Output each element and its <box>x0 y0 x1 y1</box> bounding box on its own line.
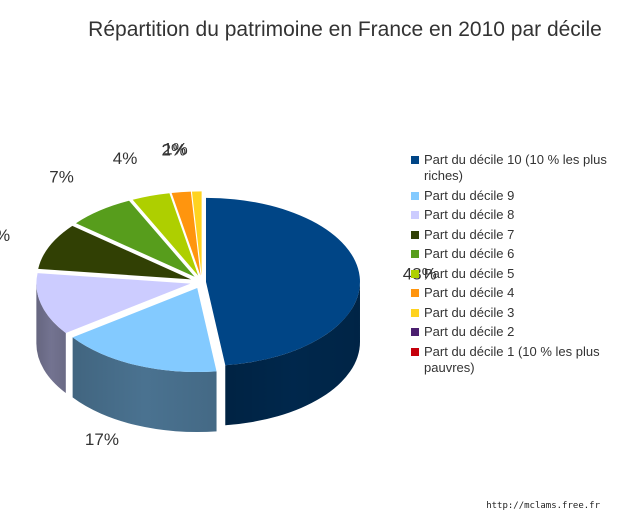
legend-item-4: Part du décile 7 <box>411 227 616 243</box>
pie-slice-label-8: 1% <box>163 139 188 158</box>
pie-tops <box>36 191 360 373</box>
legend-swatch-6 <box>411 269 419 278</box>
pie-slice-label-4: 9% <box>0 226 10 245</box>
legend-label-8: Part du décile 3 <box>424 304 515 320</box>
legend-swatch-3 <box>411 211 419 219</box>
pie-slice-side-shade-1 <box>225 281 360 426</box>
legend-label-9: Part du décile 2 <box>424 324 515 339</box>
pie-sides <box>36 281 360 433</box>
legend-label-3: Part du décile 8 <box>424 207 515 222</box>
pie-slice-3 <box>36 273 191 334</box>
legend-swatch-9 <box>411 328 419 336</box>
legend-swatch-5 <box>411 250 419 258</box>
legend-label-4: Part du décile 7 <box>424 226 515 242</box>
legend-label-2: Part du décile 9 <box>424 187 515 203</box>
legend-label-10: Part du décile 1 (10 % les plus pauvres) <box>424 343 600 375</box>
legend-swatch-2 <box>411 191 419 200</box>
legend-label-7: Part du décile 4 <box>424 285 515 300</box>
legend-swatch-10 <box>411 347 419 356</box>
chart-title: Répartition du patrimoine en France en 2… <box>88 18 602 41</box>
pie-slice-label-5: 7% <box>49 167 74 186</box>
pie-slice-side-shade-2 <box>72 337 217 433</box>
credit-url: http://mclams.free.fr <box>486 501 600 511</box>
legend-label-6: Part du décile 5 <box>424 265 515 281</box>
pie-slice-label-1: 48% <box>403 265 437 284</box>
pie-slice-label-6: 4% <box>113 149 138 168</box>
legend-swatch-8 <box>411 308 419 317</box>
legend-item-3: Part du décile 8 <box>411 207 616 223</box>
legend-swatch-7 <box>411 289 419 297</box>
pie-slice-side-shade-3 <box>36 283 66 394</box>
pie-slice-label-7: 2% <box>162 140 187 159</box>
pie-slice-1 <box>205 197 360 366</box>
legend-item-2: Part du décile 9 <box>411 188 616 204</box>
pie-slice-label-2: 17% <box>85 430 119 449</box>
pie-labels: 48%17%12%9%7%4%2%1% <box>0 139 437 449</box>
legend-item-7: Part du décile 4 <box>411 285 616 301</box>
legend-item-5: Part du décile 6 <box>411 246 616 262</box>
pie-slice-2 <box>72 288 217 373</box>
legend-swatch-1 <box>411 156 419 164</box>
legend-swatch-4 <box>411 230 419 239</box>
legend-item-1: Part du décile 10 (10 % les plus riches) <box>411 152 616 184</box>
legend-item-6: Part du décile 5 <box>411 266 616 282</box>
pie-slice-6 <box>132 193 199 276</box>
pie-slice-4 <box>38 225 191 280</box>
pie-slice-5 <box>75 200 195 277</box>
legend-item-8: Part du décile 3 <box>411 305 616 321</box>
pie-slice-7 <box>171 191 201 276</box>
pie-slice-8 <box>191 191 202 276</box>
legend-label-1: Part du décile 10 (10 % les plus riches) <box>424 152 607 183</box>
legend: Part du décile 10 (10 % les plus riches)… <box>411 152 616 379</box>
legend-label-5: Part du décile 6 <box>424 246 515 261</box>
legend-item-9: Part du décile 2 <box>411 324 616 340</box>
legend-item-10: Part du décile 1 (10 % les plus pauvres) <box>411 344 616 376</box>
